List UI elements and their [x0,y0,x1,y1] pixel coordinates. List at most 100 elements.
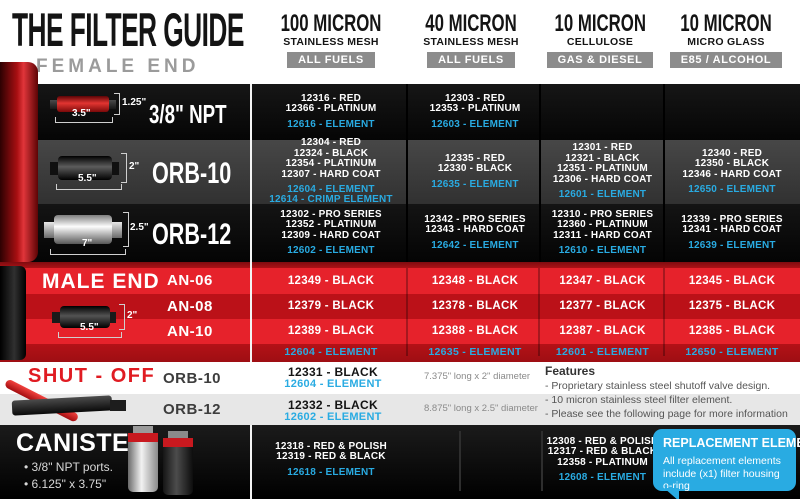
part-line: 12321 - BLACK [565,152,640,164]
callout-tail [664,488,679,499]
section-label-shut-off: SHUT - OFF [28,365,156,387]
part-line: 12351 - PLATINUM [557,163,648,175]
element-list: 12642 - ELEMENT [431,240,518,251]
cell-orb10-cellulose: 12301 - RED 12321 - BLACK 12351 - PLATINUM… [544,140,661,204]
cell-an06-microglass: 12345 - BLACK [688,275,776,287]
part-line: 12616 - ELEMENT [287,118,375,130]
column-header-10-micron-cellulose: 10 MICRON CELLULOSE GAS & DIESEL [535,12,665,68]
label-column-divider [250,84,252,362]
column-header-40-micron: 40 MICRON STAINLESS MESH ALL FUELS [405,12,537,68]
shut-off-section: SHUT - OFF ORB-10 ORB-12 12331 - BLACK 1… [0,362,800,425]
fuel-badge: GAS & DIESEL [546,52,654,68]
element-list: 12602 - ELEMENT [287,244,375,256]
cell-an06-100micron: 12349 - BLACK [287,275,375,287]
column-divider [406,84,408,262]
section-label-canister: CANISTER [16,429,148,457]
column-micron-label: 40 MICRON [425,10,517,37]
part-list: 12342 - PRO SERIES 12343 - HARD COAT [424,214,525,236]
cell-an06-40micron: 12348 - BLACK [431,275,519,287]
column-header-10-micron-microglass: 10 MICRON MICRO GLASS E85 / ALCOHOL [660,12,792,68]
cell-an10-40micron: 12388 - BLACK [431,325,519,337]
cell-an08-100micron: 12379 - BLACK [287,300,375,312]
cell-orb12-microglass: 12339 - PRO SERIES 12341 - HARD COAT 1263… [666,204,798,262]
part-line: 12303 - RED [444,92,505,104]
part-line: 12309 - HARD COAT [281,229,381,241]
size-label-an06: AN-06 [167,272,213,289]
page-title: THE FILTER GUIDE [12,3,244,56]
column-divider [539,84,541,262]
part-line: 12319 - RED & BLACK [276,451,386,463]
part-list: 12308 - RED & POLISH 12317 - RED & BLACK 1… [546,435,659,468]
column-divider [663,268,665,356]
part-line: 12308 - RED & POLISH [546,435,659,447]
part-line: 12354 - PLATINUM [285,158,377,170]
part-line: 12318 - RED & POLISH [275,440,387,452]
part-list: 12301 - RED 12321 - BLACK 12351 - PLATINUM… [553,143,652,185]
dim-bracket-height [119,304,125,330]
row-label-npt: 3/8" NPT [149,99,227,129]
column-header-100-micron: 100 MICRON STAINLESS MESH ALL FUELS [255,12,407,68]
part-line: 12352 - PLATINUM [285,219,377,231]
part-list: 12339 - PRO SERIES 12341 - HARD COAT [681,214,782,236]
part-line: 12604 - ELEMENT [287,183,375,195]
part-line: 12602 - ELEMENT [287,244,375,256]
part-line: 12340 - RED [701,147,762,159]
part-list: 12316 - RED 12366 - PLATINUM [286,92,377,115]
cell-orb12-40micron: 12342 - PRO SERIES 12343 - HARD COAT 1264… [412,204,538,262]
column-divider [459,431,461,491]
dim-height-label: 2" [127,310,138,321]
male-fitting-edge-photo [0,266,26,360]
part-list: 12310 - PRO SERIES 12360 - PLATINUM 12311 … [551,208,654,241]
shutoff-part-orb12: 12332 - BLACK [288,398,378,412]
cell-orb10-microglass: 12340 - RED 12350 - BLACK 12346 - HARD COA… [666,140,798,204]
size-label-orb12: ORB-12 [163,401,222,418]
column-material-label: MICRO GLASS [687,36,765,48]
part-list: 12304 - RED 12324 - BLACK 12354 - PLATINUM… [281,137,380,180]
part-line: 12650 - ELEMENT [688,183,776,195]
size-label-an08: AN-08 [167,298,213,315]
part-line: 12346 - HARD COAT [682,168,782,180]
canister-bullets: • 3/8" NPT ports. • 6.125" x 3.75" [24,459,113,493]
column-material-label: STAINLESS MESH [423,36,519,48]
part-list: 12318 - RED & POLISH 12319 - RED & BLACK [275,440,387,463]
cell-an10-microglass: 12385 - BLACK [688,325,776,337]
size-label-orb10: ORB-10 [163,370,222,387]
part-list: 12303 - RED 12353 - PLATINUM [430,92,521,115]
part-line: 12341 - HARD COAT [682,224,782,236]
element-list: 12601 - ELEMENT [559,189,646,200]
part-line: 12614 - CRIMP ELEMENT [269,194,393,206]
cell-orb12-cellulose: 12310 - PRO SERIES 12360 - PLATINUM 12311 … [544,204,661,262]
element-list: 12604 - ELEMENT 12614 - CRIMP ELEMENT [269,183,393,206]
feature-item: - 10 micron stainless steel filter eleme… [545,394,733,406]
part-line: 12330 - BLACK [437,163,513,175]
feature-item: - Proprietary stainless steel shutoff va… [545,380,771,392]
element-an-microglass: 12650 - ELEMENT [685,346,779,358]
column-micron-label: 100 MICRON [280,10,382,37]
dim-height-label: 1.25" [122,97,147,108]
part-line: 12311 - HARD COAT [553,229,652,241]
part-line: 12316 - RED [300,92,361,104]
stripe-an10 [0,319,800,344]
cell-an08-40micron: 12378 - BLACK [431,300,519,312]
part-line: 12343 - HARD COAT [425,224,525,236]
row-orb10: 2" 5.5" ORB-10 12304 - RED 12324 - BLACK 1… [0,137,800,206]
part-list: 12335 - RED 12330 - BLACK [437,153,513,175]
element-list: 12618 - ELEMENT [287,466,375,478]
feature-item: - Please see the following page for more… [545,408,788,420]
part-line: 12618 - ELEMENT [287,466,375,478]
canister-section: CANISTER • 3/8" NPT ports. • 6.125" x 3.… [0,425,800,499]
part-line: 12608 - ELEMENT [558,471,647,483]
row-orb12: 2.5" 7" ORB-12 12302 - PRO SERIES 12352 -… [0,204,800,262]
dim-bracket-length [50,249,126,255]
element-list: 12616 - ELEMENT [287,118,375,130]
shutoff-note-orb12: 8.875" long x 2.5" diameter [424,403,538,414]
part-line: 12317 - RED & BLACK [547,446,658,458]
part-line: 12350 - BLACK [694,158,770,170]
column-material-label: CELLULOSE [566,36,634,48]
fuel-badge: ALL FUELS [427,52,515,68]
features-list: - Proprietary stainless steel shutoff va… [545,379,788,421]
cell-npt-40micron: 12303 - RED 12353 - PLATINUM 12603 - ELEM… [412,84,538,140]
part-line: 12310 - PRO SERIES [551,208,654,220]
part-line: 12306 - HARD COAT [552,173,653,185]
